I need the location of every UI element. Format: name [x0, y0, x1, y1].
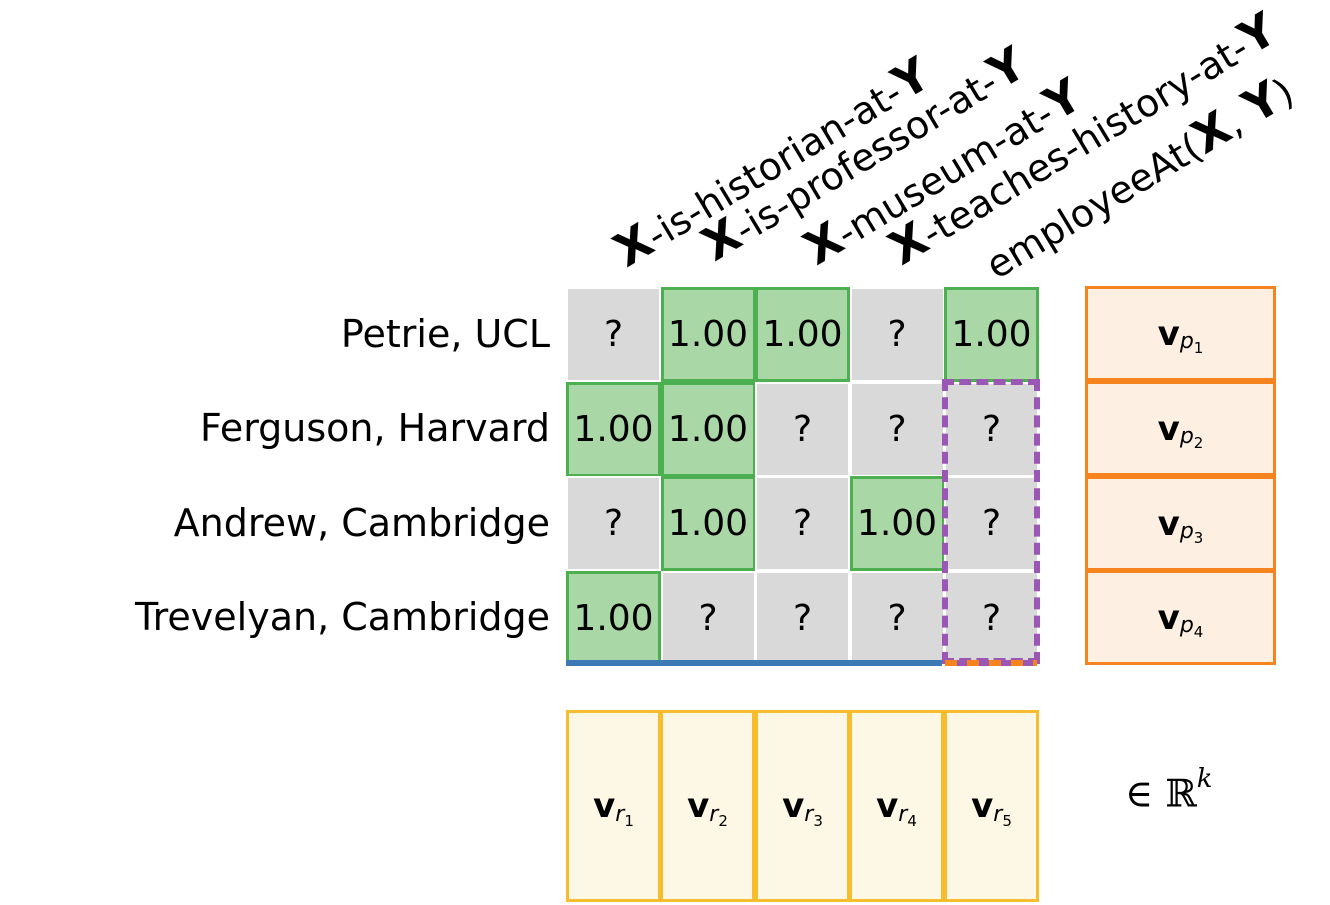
- entity-vector-p4: v p4: [1085, 570, 1276, 665]
- matrix-cell-unknown: ?: [755, 570, 850, 666]
- matrix-cell-observed: 1.00: [660, 381, 756, 477]
- matrix-cell-unknown: ?: [755, 476, 850, 571]
- matrix-cell-unknown: ?: [660, 570, 756, 666]
- row-label-andrew: Andrew, Cambridge: [173, 501, 550, 545]
- relation-vector-r5: v r5: [944, 710, 1039, 902]
- matrix-cell-unknown: ?: [849, 570, 945, 666]
- row-label-trevelyan: Trevelyan, Cambridge: [135, 595, 550, 639]
- matrix-cell-unknown: ?: [944, 476, 1039, 571]
- vector-space-label: ∈ ℝk: [1125, 764, 1213, 816]
- matrix-cell-unknown: ?: [566, 287, 661, 382]
- matrix-cell-unknown: ?: [849, 287, 945, 382]
- relation-vector-r4: v r4: [849, 710, 944, 902]
- matrix-baseline: [566, 660, 942, 666]
- row-label-ferguson: Ferguson, Harvard: [200, 406, 550, 450]
- matrix-cell-unknown: ?: [566, 476, 661, 571]
- relation-vector-r3: v r3: [755, 710, 850, 902]
- matrix-cell-observed: 1.00: [566, 381, 661, 477]
- row-label-petrie: Petrie, UCL: [340, 312, 550, 356]
- matrix-cell-observed: 1.00: [944, 287, 1039, 382]
- matrix-cell-observed: 1.00: [660, 287, 756, 382]
- matrix-cell-observed: 1.00: [755, 287, 850, 382]
- matrix-cell-unknown: ?: [944, 570, 1039, 666]
- entity-vector-p1: v p1: [1085, 286, 1276, 381]
- target-column-baseline: [945, 660, 1037, 666]
- entity-vector-p3: v p3: [1085, 476, 1276, 571]
- matrix-cell-unknown: ?: [944, 381, 1039, 477]
- relation-vector-r2: v r2: [660, 710, 755, 902]
- matrix-cell-observed: 1.00: [660, 476, 756, 571]
- matrix-cell-observed: 1.00: [849, 476, 945, 571]
- matrix-cell-unknown: ?: [755, 381, 850, 477]
- matrix-cell-unknown: ?: [849, 381, 945, 477]
- matrix-cell-observed: 1.00: [566, 570, 661, 666]
- relation-vector-r1: v r1: [566, 710, 661, 902]
- entity-vector-p2: v p2: [1085, 381, 1276, 476]
